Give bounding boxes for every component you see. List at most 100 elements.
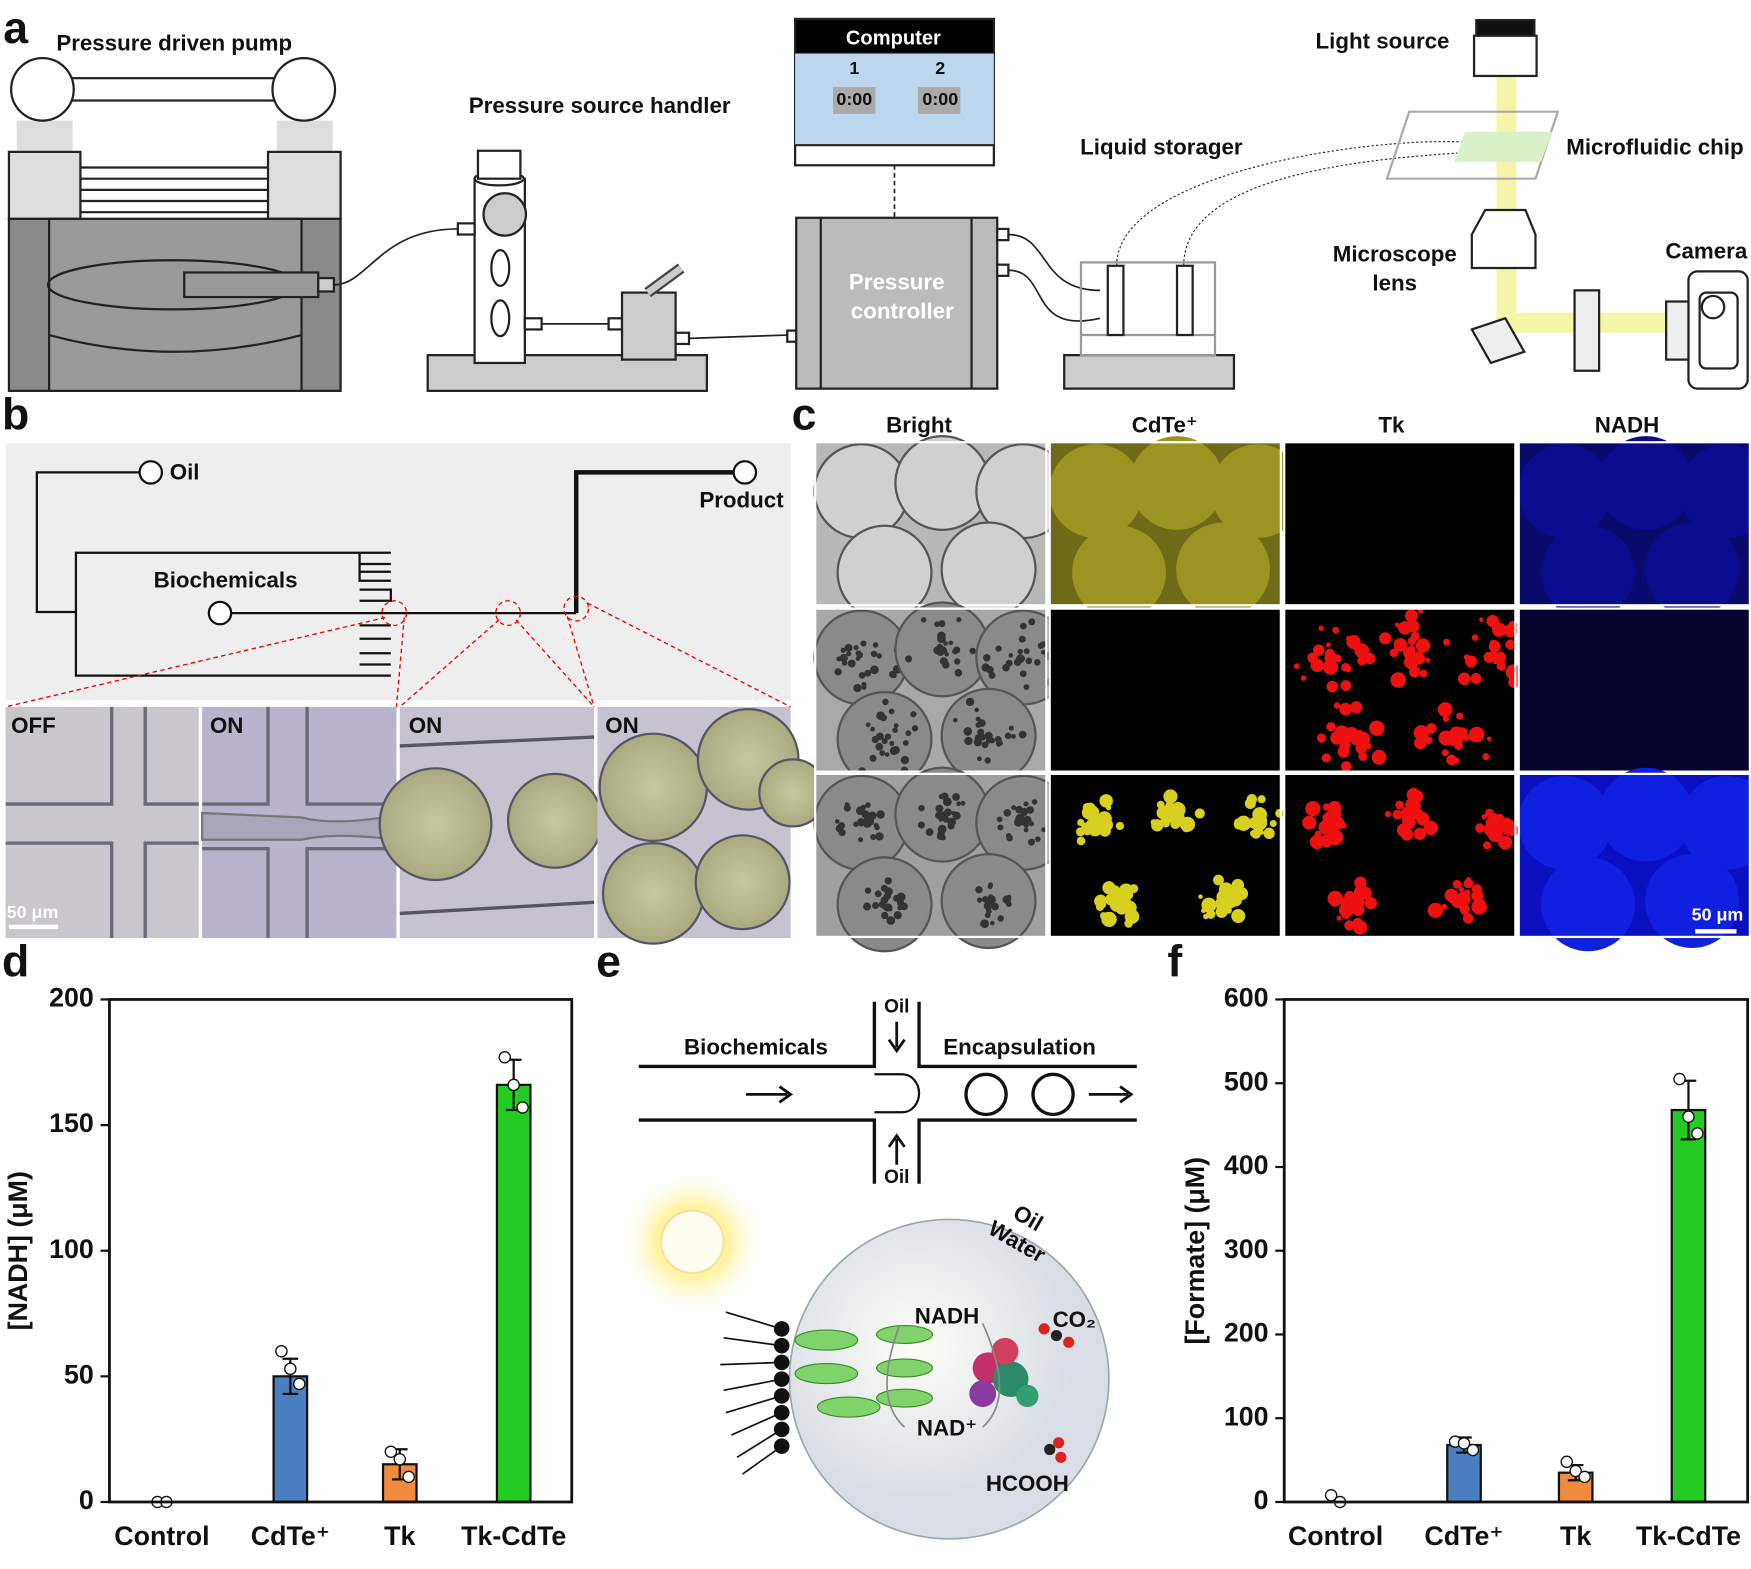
speck: [1469, 731, 1480, 742]
speck: [1095, 902, 1105, 911]
speck: [1027, 838, 1035, 846]
speck: [865, 802, 871, 808]
speck: [875, 832, 884, 841]
speck: [1395, 800, 1404, 810]
speck: [1340, 761, 1352, 772]
speck: [1352, 917, 1363, 929]
column-label: Tk: [1378, 413, 1405, 438]
data-point: [1682, 1110, 1695, 1123]
droplet: [1072, 525, 1166, 620]
speck: [963, 727, 973, 736]
speck: [1465, 655, 1478, 668]
speck: [1371, 749, 1387, 765]
speck: [1384, 811, 1391, 818]
speck: [1040, 641, 1047, 648]
speck: [1470, 673, 1482, 684]
label: Pressure driven pump: [56, 31, 292, 56]
speck: [1251, 815, 1267, 831]
panel-label: f: [1167, 938, 1182, 987]
speck: [997, 824, 1004, 831]
speck: [1102, 881, 1116, 895]
micrograph: [1518, 608, 1750, 772]
speck: [887, 906, 893, 912]
speck: [1423, 820, 1438, 836]
speck: [1269, 819, 1277, 828]
tile-border: [1048, 441, 1282, 607]
speck: [857, 818, 866, 827]
micrographs: [813, 434, 1751, 953]
data-point: [384, 1445, 398, 1458]
column-label: CdTe⁺: [1132, 413, 1198, 438]
data-point: [275, 1344, 288, 1358]
speck: [976, 897, 983, 903]
speck: [948, 640, 954, 646]
speck: [1028, 821, 1035, 827]
label: 0:00: [922, 89, 958, 109]
speck: [1004, 732, 1012, 740]
speck: [1035, 836, 1041, 842]
speck: [938, 817, 944, 822]
droplet: [1518, 444, 1612, 539]
speck: [1020, 656, 1026, 661]
speck: [1461, 909, 1467, 915]
speck: [1013, 658, 1022, 666]
speck: [988, 882, 993, 888]
speck: [1312, 644, 1325, 656]
speck: [1331, 836, 1339, 843]
micrograph: [1284, 608, 1516, 772]
data-point: [1560, 1455, 1573, 1469]
speck: [874, 824, 880, 831]
speck: [1479, 617, 1484, 622]
speck: [1427, 902, 1444, 918]
speck: [1228, 893, 1243, 907]
speck: [969, 647, 976, 655]
speck: [858, 837, 864, 843]
speck: [902, 740, 909, 746]
y-tick-label: 100: [49, 1234, 94, 1264]
speck: [1441, 903, 1448, 910]
data-point: [1457, 1437, 1471, 1450]
speck: [952, 793, 960, 801]
label: CO₂: [1053, 1307, 1096, 1332]
speck: [1076, 836, 1086, 846]
data-point: [1569, 1464, 1582, 1478]
speck: [870, 665, 879, 675]
speck: [977, 719, 986, 728]
speck: [1329, 896, 1340, 907]
speck: [920, 617, 927, 623]
data-point: [284, 1362, 297, 1376]
speck: [1358, 886, 1372, 900]
speck: [911, 725, 919, 732]
speck: [1358, 751, 1368, 761]
speck: [1441, 749, 1449, 757]
label: Biochemicals: [154, 568, 298, 593]
speck: [1337, 745, 1350, 758]
speck: [953, 646, 961, 654]
speck: [874, 890, 882, 898]
tile-border: [1048, 607, 1282, 773]
label: 2: [935, 58, 945, 78]
speck: [1023, 684, 1030, 691]
speck: [938, 793, 945, 800]
speck: [1496, 661, 1507, 671]
speck: [1336, 915, 1342, 921]
speck: [943, 641, 948, 646]
speck: [1194, 808, 1205, 819]
tile-border: [1517, 772, 1751, 939]
droplet: [894, 434, 991, 532]
droplet: [1518, 775, 1612, 870]
speck: [1023, 648, 1030, 655]
speck: [1364, 897, 1377, 910]
speck: [1491, 812, 1498, 820]
speck: [1405, 798, 1416, 808]
speck: [1486, 614, 1499, 628]
droplet: [1129, 436, 1224, 530]
speck: [1305, 800, 1321, 817]
speck: [984, 757, 991, 764]
speck: [1101, 911, 1117, 928]
speck: [1442, 715, 1450, 722]
label: ON: [409, 713, 443, 738]
speck: [942, 797, 952, 807]
speck: [1105, 892, 1119, 906]
speck: [861, 684, 867, 690]
